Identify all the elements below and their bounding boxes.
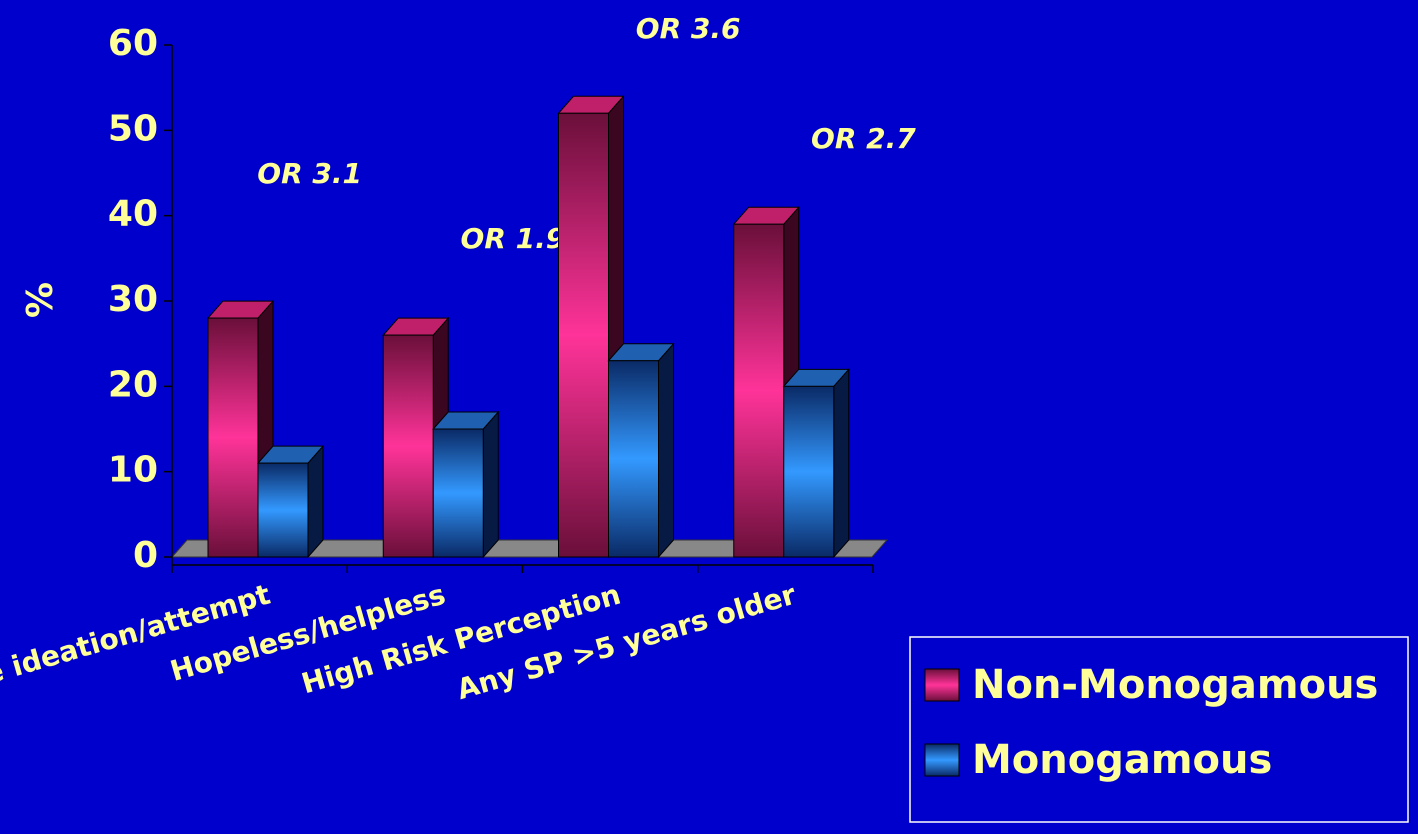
bar	[607, 342, 675, 559]
annotation: OR 3.1	[257, 157, 362, 190]
legend-swatch	[924, 668, 960, 702]
annotation: OR 3.6	[636, 12, 741, 45]
bar	[206, 299, 275, 559]
bar-face	[307, 444, 324, 559]
bar-front	[432, 428, 484, 558]
bar-front	[733, 223, 785, 558]
bar	[432, 410, 500, 559]
bar-front	[382, 334, 434, 558]
legend-swatch	[924, 743, 960, 777]
y-tick-label: 30	[108, 279, 158, 320]
y-tick-label: 0	[133, 535, 158, 576]
bar-face	[482, 410, 499, 559]
y-tick-label: 40	[108, 194, 158, 235]
y-tick-label: 10	[108, 450, 158, 491]
y-tick-label: 50	[108, 108, 158, 149]
bar	[256, 444, 325, 559]
bar-front	[257, 462, 309, 558]
bar-front	[558, 112, 609, 558]
bar	[782, 368, 850, 559]
legend	[909, 636, 1409, 823]
bar-front	[608, 360, 659, 558]
bar	[557, 94, 625, 559]
y-tick-label: 60	[108, 23, 158, 64]
bar-face	[658, 342, 674, 559]
legend-label: Monogamous	[972, 737, 1272, 783]
bar-front	[207, 317, 259, 558]
bar-face	[833, 368, 850, 559]
annotation: OR 1.9	[461, 222, 566, 255]
y-axis-label: %	[20, 282, 61, 318]
annotation: OR 2.7	[811, 122, 916, 155]
bar-front	[783, 385, 835, 558]
legend-label: Non-Monogamous	[972, 662, 1378, 708]
y-tick-label: 20	[108, 364, 158, 405]
